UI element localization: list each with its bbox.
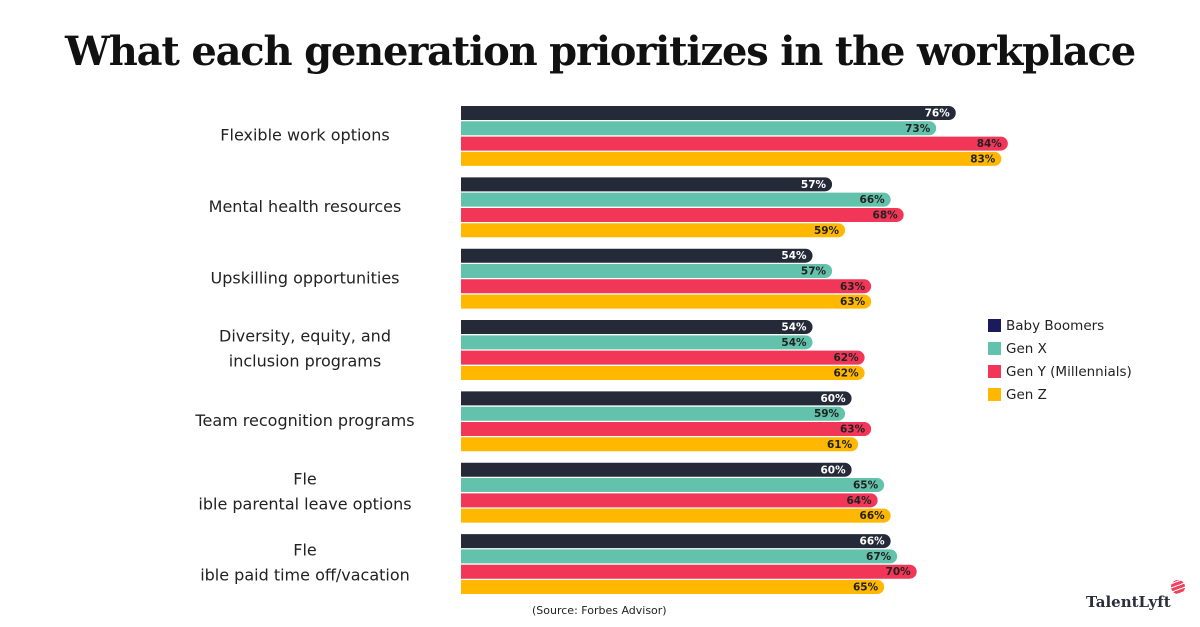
bar [461,248,813,263]
bar [461,534,891,549]
bar [461,564,917,579]
bar [461,294,872,309]
bar [461,350,865,365]
bar [460,391,852,406]
bar [461,478,885,493]
bar [461,177,833,192]
source-note: (Source: Forbes Advisor) [532,604,667,617]
bar [461,437,859,452]
bar [460,223,846,238]
bar [461,106,956,120]
bar [461,264,833,278]
bar [460,406,846,421]
legend-item: Baby Boomers [988,314,1132,337]
legend-swatch [988,342,1001,355]
bar [460,462,852,477]
legend-label: Gen Z [1006,386,1047,403]
bar [461,508,891,523]
bar [460,121,937,136]
value-label: 61% [827,439,853,451]
bar [461,422,872,436]
balloon-logo-icon [1171,580,1185,594]
legend-label: Gen X [1006,340,1047,357]
value-label: 62% [833,352,859,364]
value-label: 60% [820,464,846,476]
chart-title: What each generation prioritizes in the … [65,28,1136,75]
value-label: 66% [860,510,886,522]
value-label: 63% [840,296,866,308]
value-label: 76% [925,108,951,120]
bar [461,192,891,207]
bar [461,151,1002,166]
value-label: 70% [886,566,912,578]
bar [461,207,904,222]
value-label: 54% [781,250,807,262]
legend: Baby Boomers Gen X Gen Y (Millennials) Gen … [988,314,1132,406]
bar [461,320,813,335]
bar [461,493,878,508]
legend-swatch [988,365,1001,378]
category-label: Fle ible paid time off/vacation [200,541,410,585]
value-label: 73% [905,123,931,135]
category-label: Flexible work options [220,126,389,145]
legend-swatch [988,319,1001,332]
value-label: 63% [840,281,866,293]
value-label: 54% [781,337,807,349]
value-label: 66% [860,194,886,206]
value-label: 63% [840,424,866,436]
legend-label: Baby Boomers [1006,317,1105,334]
value-label: 65% [853,480,879,492]
value-label: 84% [977,138,1003,150]
value-label: 66% [860,536,886,548]
value-label: 59% [814,408,840,420]
bar [461,136,1008,151]
category-label: Mental health resources [209,197,402,216]
value-label: 64% [846,495,872,507]
talentlyft-logo: TalentLyft [1086,593,1171,611]
legend-label: Gen Y (Millennials) [1006,363,1132,380]
value-label: 67% [866,551,892,563]
value-label: 57% [801,266,827,278]
value-label: 68% [873,209,899,221]
value-label: 54% [781,322,807,334]
legend-swatch [988,388,1001,401]
value-label: 83% [970,153,996,165]
bar [461,549,898,564]
legend-item: Gen X [988,337,1132,360]
value-label: 57% [801,179,827,191]
value-label: 59% [814,225,840,237]
category-label: Team recognition programs [194,411,414,430]
bar [461,279,872,294]
category-label: Fle ible parental leave options [198,469,411,513]
bar [461,335,813,350]
category-label: Upskilling opportunities [211,268,400,287]
value-label: 65% [853,582,879,594]
bar [461,580,885,594]
value-label: 60% [820,393,846,405]
legend-item: Gen Y (Millennials) [988,360,1132,383]
legend-item: Gen Z [988,383,1132,406]
category-label: Diversity, equity, and inclusion programs [219,327,391,371]
value-label: 62% [833,367,859,379]
bar [461,365,865,380]
